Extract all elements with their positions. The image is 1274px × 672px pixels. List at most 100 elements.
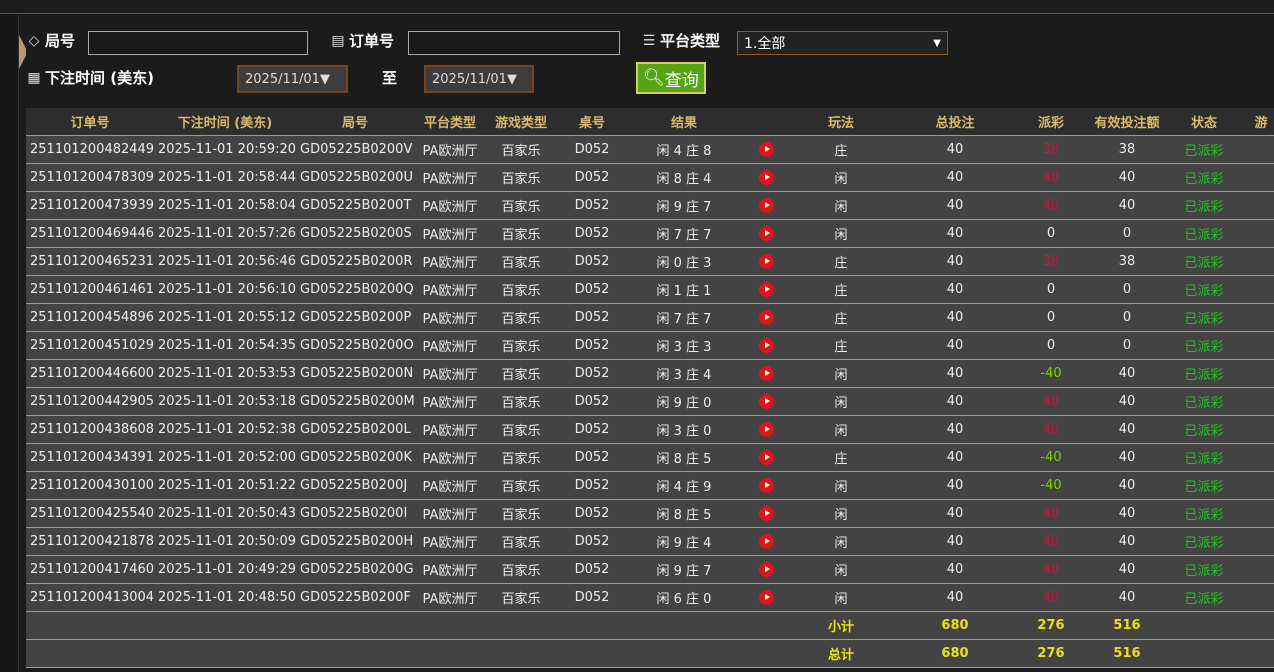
date-to-picker[interactable]: 2025/11/01 ▼ — [424, 65, 534, 93]
status-cell: 已派彩 — [1172, 247, 1236, 276]
column-header: 游 — [1236, 108, 1274, 136]
play-video-icon[interactable] — [758, 393, 774, 409]
play-video-icon[interactable] — [758, 477, 774, 493]
result-cell: 闲 7 庄 7 — [628, 303, 740, 332]
status-cell: 已派彩 — [1172, 219, 1236, 248]
empty-cell — [154, 639, 296, 668]
game-type-cell: 百家乐 — [486, 415, 556, 444]
result-cell: 闲 4 庄 9 — [628, 471, 740, 500]
empty-cell — [414, 639, 486, 668]
valid-bet-cell: 40 — [1082, 555, 1172, 584]
payout-cell: 40 — [1020, 387, 1082, 416]
empty-cell — [628, 611, 740, 640]
play-video-icon[interactable] — [758, 505, 774, 521]
summary-payout: 276 — [1020, 639, 1082, 668]
column-header: 总投注 — [890, 108, 1020, 136]
platform-cell: PA欧洲厅 — [414, 331, 486, 360]
result-cell: 闲 0 庄 3 — [628, 247, 740, 276]
play-video-icon[interactable] — [758, 421, 774, 437]
game-type-cell: 百家乐 — [486, 387, 556, 416]
status-cell: 已派彩 — [1172, 387, 1236, 416]
extra-cell — [1236, 135, 1274, 164]
bet-records-table: 订单号 下注时间 (美东) 局号 平台类型 游戏类型 桌号 结果 玩法 总投注 派彩 有效投注额 状态… — [26, 108, 1274, 668]
date-from-picker[interactable]: 2025/11/01 ▼ — [237, 65, 348, 93]
extra-cell — [1236, 471, 1274, 500]
table-id-cell: D052 — [556, 443, 628, 472]
play-video-icon[interactable] — [758, 337, 774, 353]
payout-cell: 38 — [1020, 247, 1082, 276]
order-id-cell: 251101200446600 — [26, 359, 154, 388]
total-bet-cell: 40 — [890, 443, 1020, 472]
table-id-cell: D052 — [556, 219, 628, 248]
total-bet-cell: 40 — [890, 527, 1020, 556]
top-bar — [0, 0, 1274, 14]
valid-bet-cell: 40 — [1082, 583, 1172, 612]
result-cell: 闲 3 庄 4 — [628, 359, 740, 388]
valid-bet-cell: 0 — [1082, 331, 1172, 360]
play-video-icon[interactable] — [758, 561, 774, 577]
game-type-cell: 百家乐 — [486, 275, 556, 304]
column-header — [740, 108, 792, 136]
order-id-cell: 251101200421878 — [26, 527, 154, 556]
play-video-icon[interactable] — [758, 253, 774, 269]
play-video-icon[interactable] — [758, 309, 774, 325]
empty-cell — [26, 639, 154, 668]
summary-label: 总计 — [792, 639, 890, 668]
table-row: 251101200478309 2025-11-01 20:58:44 GD0522… — [26, 163, 1274, 192]
column-header: 游戏类型 — [486, 108, 556, 136]
status-cell: 已派彩 — [1172, 135, 1236, 164]
replay-cell — [740, 471, 792, 500]
platform-cell: PA欧洲厅 — [414, 555, 486, 584]
calendar-icon: ▦ — [27, 69, 41, 86]
valid-bet-cell: 40 — [1082, 359, 1172, 388]
play-video-icon[interactable] — [758, 225, 774, 241]
query-button[interactable]: 🔍︎ 查询 — [636, 62, 706, 94]
column-header: 局号 — [296, 108, 414, 136]
platform-select[interactable]: 1.全部 ▼ — [737, 31, 948, 55]
summary-valid-bet: 516 — [1082, 639, 1172, 668]
table-row: 251101200438608 2025-11-01 20:52:38 GD0522… — [26, 415, 1274, 444]
play-video-icon[interactable] — [758, 197, 774, 213]
platform-cell: PA欧洲厅 — [414, 415, 486, 444]
round-label: ◇ 局号 — [26, 30, 75, 51]
play-video-icon[interactable] — [758, 281, 774, 297]
round-id-cell: GD05225B0200T — [296, 191, 414, 220]
game-type-cell: 百家乐 — [486, 583, 556, 612]
table-row: 251101200417460 2025-11-01 20:49:29 GD0522… — [26, 555, 1274, 584]
play-video-icon[interactable] — [758, 169, 774, 185]
play-video-icon[interactable] — [758, 449, 774, 465]
table-id-cell: D052 — [556, 191, 628, 220]
column-header: 桌号 — [556, 108, 628, 136]
payout-cell: 0 — [1020, 219, 1082, 248]
order-input[interactable] — [408, 31, 620, 55]
play-video-icon[interactable] — [758, 589, 774, 605]
table-row: 251101200454896 2025-11-01 20:55:12 GD0522… — [26, 303, 1274, 332]
column-header: 订单号 — [26, 108, 154, 136]
total-bet-cell: 40 — [890, 135, 1020, 164]
replay-cell — [740, 443, 792, 472]
bet-time-cell: 2025-11-01 20:59:20 — [154, 135, 296, 164]
play-video-icon[interactable] — [758, 365, 774, 381]
empty-cell — [296, 639, 414, 668]
order-id-cell: 251101200417460 — [26, 555, 154, 584]
table-id-cell: D052 — [556, 499, 628, 528]
play-video-icon[interactable] — [758, 141, 774, 157]
bet-type-cell: 闲 — [792, 555, 890, 584]
extra-cell — [1236, 331, 1274, 360]
total-bet-cell: 40 — [890, 275, 1020, 304]
round-input[interactable] — [88, 31, 308, 55]
table-id-cell: D052 — [556, 415, 628, 444]
payout-cell: -40 — [1020, 443, 1082, 472]
order-id-cell: 251101200461461 — [26, 275, 154, 304]
empty-cell — [556, 639, 628, 668]
round-id-cell: GD05225B0200V — [296, 135, 414, 164]
play-video-icon[interactable] — [758, 533, 774, 549]
round-id-cell: GD05225B0200L — [296, 415, 414, 444]
empty-cell — [740, 639, 792, 668]
platform-label: ☰ 平台类型 — [641, 30, 720, 51]
game-type-cell: 百家乐 — [486, 163, 556, 192]
panel-tab-handle[interactable] — [19, 35, 26, 69]
table-id-cell: D052 — [556, 359, 628, 388]
result-cell: 闲 9 庄 7 — [628, 555, 740, 584]
valid-bet-cell: 0 — [1082, 303, 1172, 332]
